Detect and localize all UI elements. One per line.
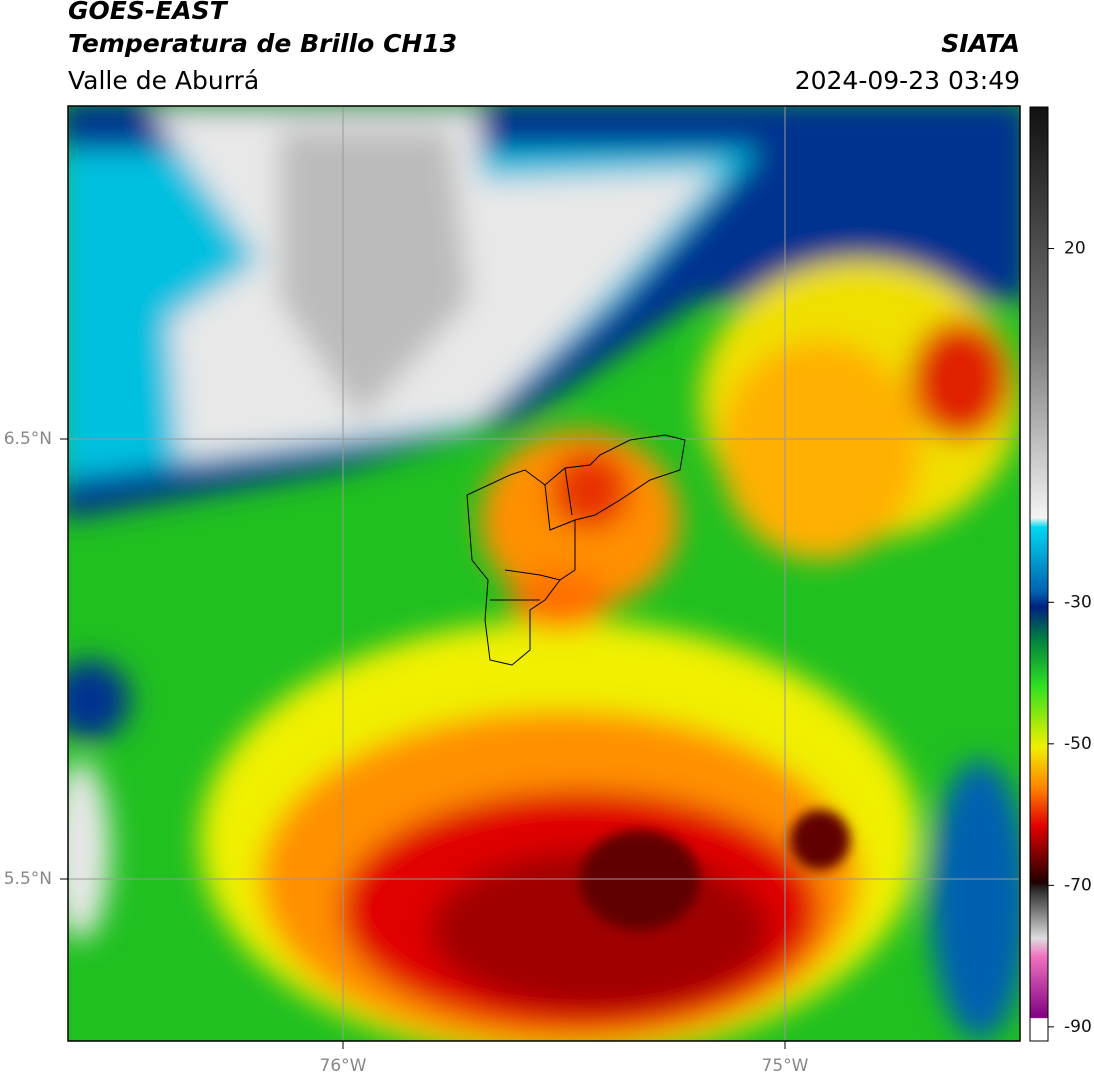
colorbar-tick-label: 20 (1064, 239, 1086, 259)
colorbar-tick-label: -70 (1064, 875, 1092, 895)
colorbar-tick-label: -50 (1064, 734, 1092, 754)
lon-label: 75°W (762, 1056, 809, 1076)
region: Valle de Aburrá (68, 66, 259, 95)
colorbar-tick-label: -90 (1064, 1017, 1092, 1037)
source: SIATA (941, 29, 1020, 58)
lat-label: 5.5°N (4, 869, 52, 889)
lon-label: 76°W (320, 1056, 367, 1076)
subtitle: Temperatura de Brillo CH13 (68, 29, 457, 58)
colorbar (1029, 106, 1049, 1042)
map-frame (67, 105, 1021, 1042)
colorbar-tick-label: -30 (1064, 592, 1092, 612)
lat-label: 6.5°N (4, 429, 52, 449)
valley-outline (466, 434, 686, 666)
datetime: 2024-09-23 03:49 (795, 66, 1020, 95)
title: GOES-EAST (68, 0, 229, 25)
satellite-image (68, 106, 1020, 1041)
